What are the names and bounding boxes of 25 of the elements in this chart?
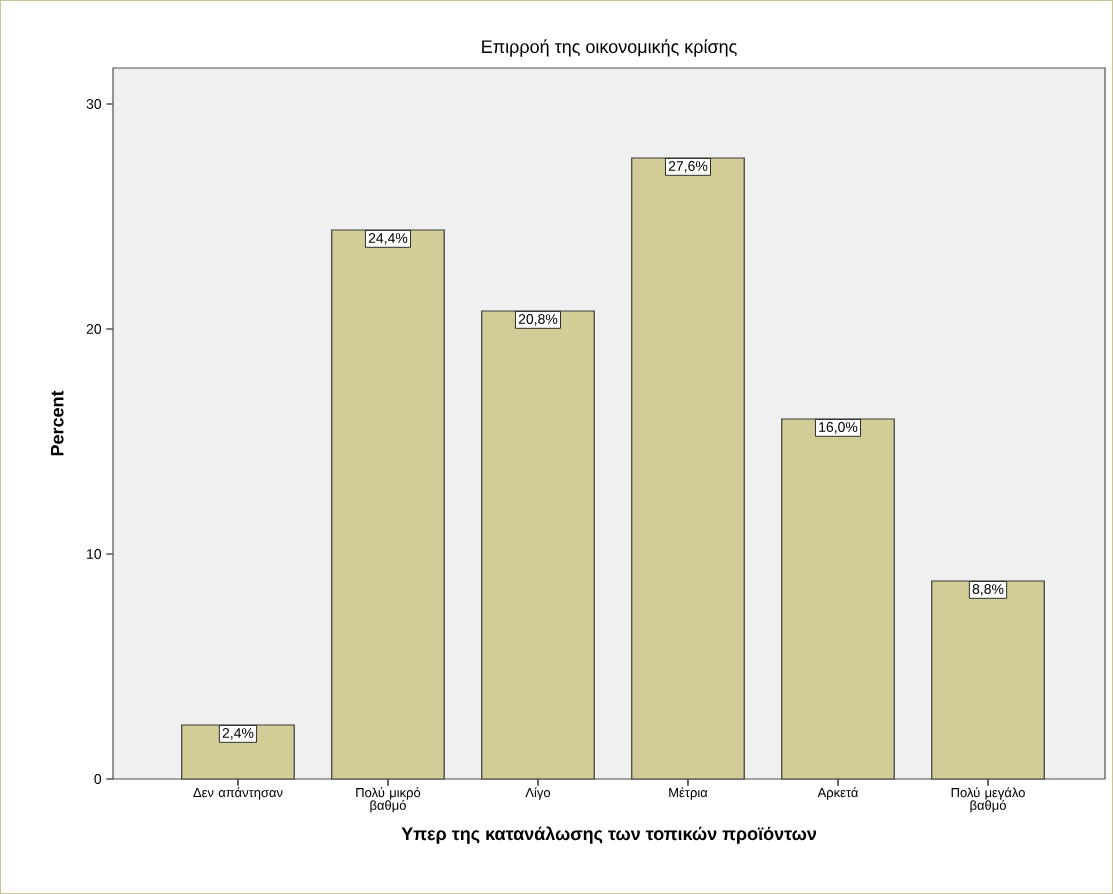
bar bbox=[631, 157, 745, 780]
bar bbox=[781, 418, 895, 780]
x-tick-label: Μέτρια bbox=[669, 787, 708, 800]
bar bbox=[331, 229, 445, 780]
bar bbox=[931, 580, 1045, 780]
x-axis-title: Υπερ της κατανάλωσης των τοπικών προϊόντων bbox=[401, 826, 817, 844]
y-tick-label: 20 bbox=[86, 324, 102, 334]
x-tick-label: Λίγο bbox=[525, 787, 551, 800]
bar bbox=[481, 310, 595, 780]
x-tick-label: Αρκετά bbox=[817, 787, 859, 800]
x-tick-label: Πολύ μεγάλο βαθμό bbox=[951, 787, 1025, 813]
y-tick-label: 0 bbox=[94, 774, 102, 784]
data-label: 24,4% bbox=[368, 233, 408, 245]
chart-title: Επιρροή της οικονομικής κρίσης bbox=[482, 39, 737, 57]
data-label: 16,0% bbox=[819, 422, 858, 434]
bar bbox=[181, 724, 295, 780]
data-label: 20,8% bbox=[518, 314, 558, 326]
data-label: 8,8% bbox=[972, 584, 1004, 596]
y-tick-label: 30 bbox=[86, 99, 102, 109]
data-label: 27,6% bbox=[668, 161, 708, 173]
x-tick-label: Πολύ μικρό βαθμό bbox=[356, 787, 421, 813]
x-tick-label: Δεν απάντησαν bbox=[193, 787, 283, 800]
data-label: 2,4% bbox=[222, 728, 254, 740]
y-axis-title: Percent bbox=[51, 390, 64, 456]
y-tick-label: 10 bbox=[87, 549, 102, 559]
